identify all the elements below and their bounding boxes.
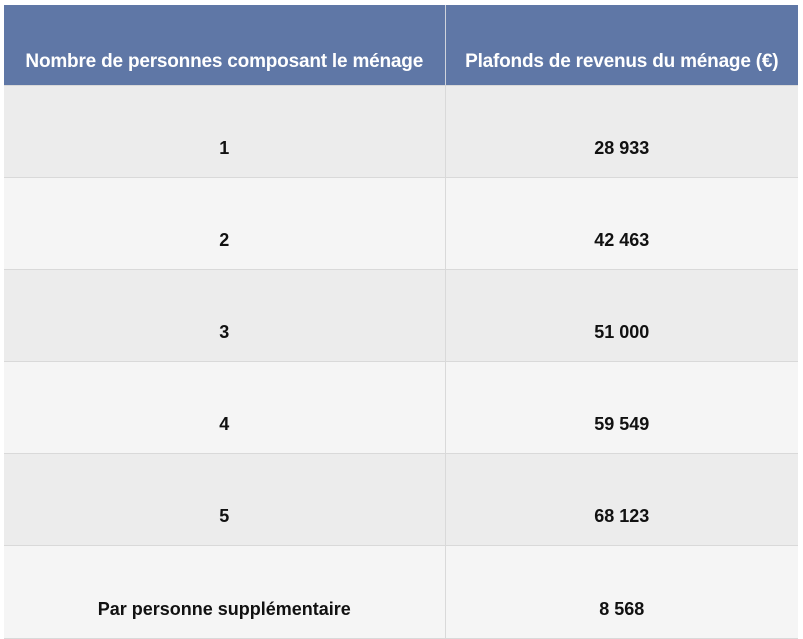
household-size-value: 3 [219,322,230,342]
household-size-value: 2 [219,230,230,250]
household-size-value: Par personne supplémentaire [97,598,351,619]
income-ceiling-value: 51 000 [594,322,650,342]
income-ceiling-cell: 51 000 [445,269,798,362]
household-size-cell: 4 [4,361,446,454]
income-ceiling-cell: 28 933 [445,85,798,178]
column-header-income-ceiling: Plafonds de revenus du ménage (€) [445,5,798,86]
column-header-income-ceiling-label: Plafonds de revenus du ménage (€) [465,51,779,72]
household-size-cell: 1 [4,85,446,178]
income-ceiling-value: 28 933 [594,138,650,158]
income-ceiling-cell: 8 568 [445,545,798,639]
income-ceiling-cell: 59 549 [445,361,798,454]
income-ceiling-cell: 68 123 [445,453,798,546]
income-ceiling-table-container: Nombre de personnes composant le ménage … [4,5,798,639]
income-ceiling-cell: 42 463 [445,177,798,270]
table-body: 1 28 933 2 42 463 3 51 000 4 59 549 5 68… [4,85,798,639]
household-size-cell: Par personne supplémentaire [4,545,446,639]
table-row: 4 59 549 [4,361,798,454]
household-size-value: 1 [219,138,230,158]
table-header: Nombre de personnes composant le ménage … [4,5,798,86]
income-ceiling-value: 8 568 [599,598,645,619]
household-size-cell: 5 [4,453,446,546]
column-header-household-size-label: Nombre de personnes composant le ménage [25,51,424,72]
household-size-cell: 2 [4,177,446,270]
household-size-value: 5 [219,506,230,526]
income-ceiling-value: 42 463 [594,230,650,250]
table-row: Par personne supplémentaire 8 568 [4,545,798,639]
header-row: Nombre de personnes composant le ménage … [4,5,798,86]
table-row: 3 51 000 [4,269,798,362]
income-ceiling-table: Nombre de personnes composant le ménage … [4,5,798,639]
household-size-cell: 3 [4,269,446,362]
table-row: 1 28 933 [4,85,798,178]
income-ceiling-value: 68 123 [594,506,650,526]
income-ceiling-value: 59 549 [594,414,650,434]
household-size-value: 4 [219,414,230,434]
column-header-household-size: Nombre de personnes composant le ménage [4,5,446,86]
table-row: 5 68 123 [4,453,798,546]
table-row: 2 42 463 [4,177,798,270]
